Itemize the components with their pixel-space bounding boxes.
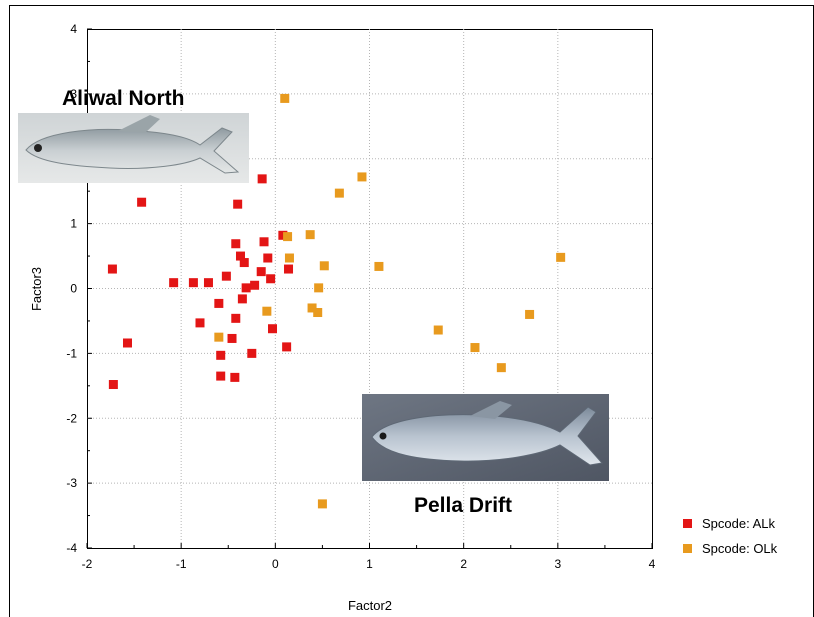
- data-point: [262, 306, 272, 316]
- x-tick-labels: -2 -1 0 1 2 3 4: [82, 557, 656, 571]
- data-point: [280, 93, 290, 103]
- data-point: [107, 264, 117, 274]
- data-point: [203, 278, 213, 288]
- x-tick-label: 3: [554, 557, 561, 571]
- data-point: [230, 372, 240, 382]
- series-alk: [107, 174, 294, 390]
- pella-drift-photo: [362, 394, 609, 481]
- y-tick-label: 3: [70, 87, 77, 101]
- x-tick-label: -2: [82, 557, 93, 571]
- data-point: [314, 283, 324, 293]
- data-point: [214, 332, 224, 342]
- data-point: [233, 199, 243, 209]
- x-tick-label: -1: [176, 557, 187, 571]
- legend-label-alk: Spcode: ALk: [702, 516, 775, 531]
- legend-marker-alk: [683, 519, 692, 528]
- data-point: [247, 348, 257, 358]
- data-points: [107, 93, 566, 509]
- data-point: [122, 338, 132, 348]
- data-point: [241, 283, 251, 293]
- data-point: [266, 274, 276, 284]
- y-tick-label: -2: [66, 411, 77, 425]
- data-point: [433, 325, 443, 335]
- y-tick-label: 4: [70, 22, 77, 36]
- y-tick-label: -1: [66, 346, 77, 360]
- data-point: [231, 239, 241, 249]
- annotation-pella-drift: Pella Drift: [414, 494, 512, 517]
- aliwal-north-photo: [18, 113, 249, 183]
- legend-marker-olk: [683, 544, 692, 553]
- data-point: [108, 380, 118, 390]
- data-point: [231, 313, 241, 323]
- x-axis-label: Factor2: [348, 598, 392, 613]
- x-tick-label: 1: [366, 557, 373, 571]
- data-point: [137, 197, 147, 207]
- data-point: [317, 499, 327, 509]
- data-point: [525, 309, 535, 319]
- data-point: [313, 308, 323, 318]
- data-point: [305, 230, 315, 240]
- data-point: [221, 271, 231, 281]
- data-point: [374, 261, 384, 271]
- data-point: [237, 294, 247, 304]
- axis-ticks: [86, 28, 653, 549]
- data-point: [319, 261, 329, 271]
- y-tick-label: 1: [70, 217, 77, 231]
- data-point: [235, 251, 245, 261]
- series-olk: [214, 93, 566, 509]
- data-point: [334, 188, 344, 198]
- data-point: [239, 258, 249, 268]
- x-tick-label: 2: [460, 557, 467, 571]
- legend: Spcode: ALk Spcode: OLk: [683, 516, 778, 556]
- data-point: [214, 298, 224, 308]
- data-point: [227, 333, 237, 343]
- data-point: [284, 264, 294, 274]
- y-tick-label: 0: [70, 282, 77, 296]
- data-point: [283, 232, 293, 242]
- data-point: [268, 324, 278, 334]
- data-point: [284, 253, 294, 263]
- data-point: [278, 230, 288, 240]
- data-point: [556, 252, 566, 262]
- x-tick-label: 4: [649, 557, 656, 571]
- data-point: [216, 371, 226, 381]
- data-point: [250, 280, 260, 290]
- data-point: [470, 343, 480, 353]
- data-point: [263, 253, 273, 263]
- data-point: [259, 237, 269, 247]
- data-point: [257, 174, 267, 184]
- data-point: [188, 278, 198, 288]
- data-point: [496, 363, 506, 373]
- data-point: [169, 278, 179, 288]
- data-point: [282, 342, 292, 352]
- y-tick-label: -4: [66, 541, 77, 555]
- data-point: [357, 172, 367, 182]
- data-point: [195, 318, 205, 328]
- data-point: [307, 303, 317, 313]
- y-axis-label: Factor3: [29, 267, 44, 311]
- x-tick-label: 0: [272, 557, 279, 571]
- data-point: [256, 267, 266, 277]
- annotation-aliwal-north: Aliwal North: [62, 87, 185, 110]
- legend-label-olk: Spcode: OLk: [702, 541, 778, 556]
- data-point: [216, 350, 226, 360]
- y-tick-label: -3: [66, 476, 77, 490]
